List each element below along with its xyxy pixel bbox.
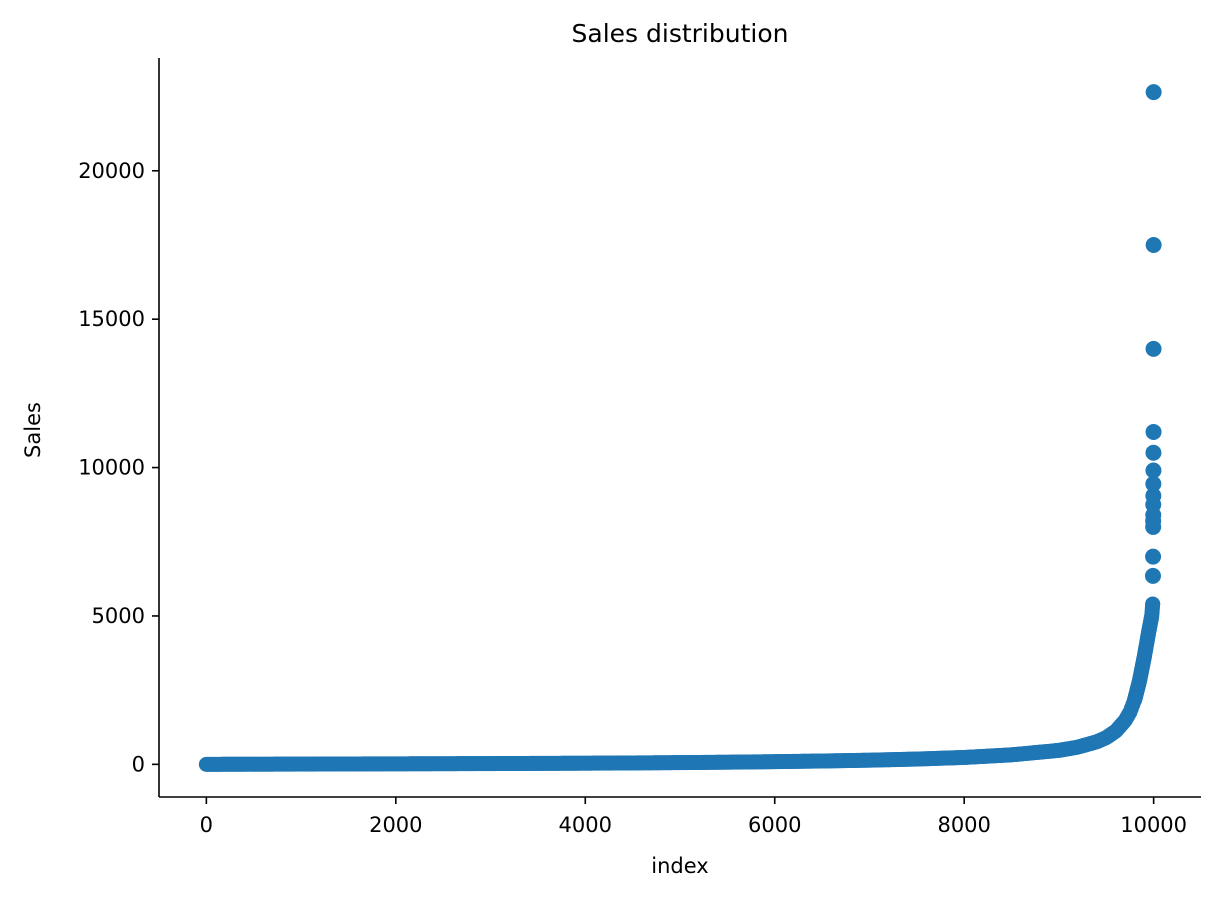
x-tick-label: 8000 [937,813,990,837]
outlier-point [1144,567,1161,584]
outlier-point [1145,487,1162,504]
outlier-point [1145,340,1162,357]
outlier-point [1145,236,1162,253]
outlier-point [1145,423,1162,440]
data-points [198,84,1162,772]
outlier-point [1145,84,1162,101]
x-tick-label: 4000 [559,813,612,837]
x-tick-label: 6000 [748,813,801,837]
x-tick-label: 10000 [1120,813,1187,837]
x-tick-label: 0 [200,813,213,837]
axes: 0 2000 4000 6000 8000 10000 0 5000 10000 15000 200… [78,58,1201,837]
y-tick-label: 20000 [78,159,145,183]
y-axis-label: Sales [21,402,45,458]
outlier-point [1145,462,1162,479]
x-axis-label: index [651,854,708,878]
data-point [1145,596,1161,612]
outlier-point [1145,548,1162,565]
outlier-point [1145,444,1162,461]
x-tick-label: 2000 [369,813,422,837]
y-tick-label: 0 [132,752,145,776]
outlier-point [1145,475,1162,492]
y-tick-label: 5000 [92,604,145,628]
chart-title: Sales distribution [572,19,789,48]
y-tick-label: 15000 [78,307,145,331]
y-tick-label: 10000 [78,456,145,480]
